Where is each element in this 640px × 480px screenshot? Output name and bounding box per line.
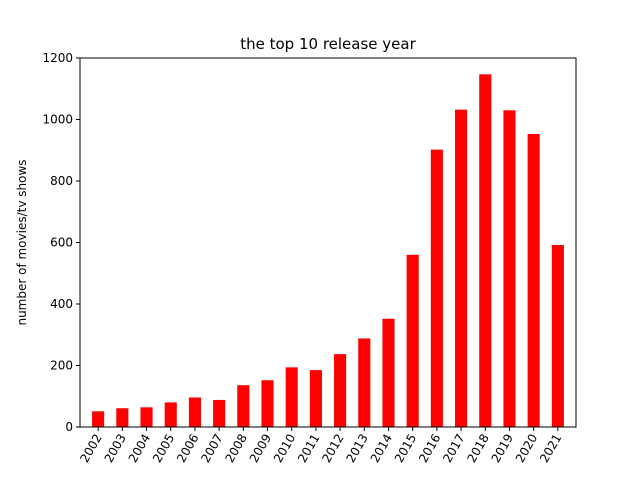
bar-2003: [116, 408, 129, 427]
x-tick-label: 2011: [295, 432, 322, 465]
x-tick-label: 2020: [513, 432, 540, 465]
plot-frame: [79, 57, 577, 428]
bar-2002: [92, 411, 105, 427]
x-tick-label: 2013: [343, 432, 370, 465]
bar-2013: [358, 338, 371, 427]
bar-2014: [382, 318, 395, 427]
x-tick-label: 2002: [77, 432, 104, 465]
bars-group: [92, 74, 564, 428]
x-tick-label: 2015: [392, 432, 419, 465]
x-axis-ticks: 2002200320042005200620072008200920102011…: [77, 427, 564, 465]
bar-2007: [213, 399, 226, 427]
bar-2016: [430, 149, 443, 427]
x-tick-label: 2007: [198, 432, 225, 465]
y-tick-label: 400: [50, 297, 73, 311]
y-tick-label: 800: [50, 174, 73, 188]
x-tick-label: 2005: [150, 432, 177, 465]
bar-2008: [237, 385, 250, 427]
bar-2004: [140, 407, 153, 427]
x-tick-label: 2010: [271, 432, 298, 465]
y-tick-label: 200: [50, 359, 73, 373]
bar-2010: [285, 367, 298, 427]
y-tick-label: 0: [65, 420, 73, 434]
x-tick-label: 2018: [464, 432, 491, 465]
bar-2006: [188, 397, 201, 427]
y-tick-label: 600: [50, 236, 73, 250]
bar-2018: [479, 74, 492, 428]
x-tick-label: 2021: [537, 432, 564, 465]
bar-2021: [551, 244, 564, 427]
bar-2005: [164, 402, 177, 427]
y-tick-label: 1000: [42, 113, 73, 127]
y-axis-ticks: 0 200 400 600 800 1000 1200: [42, 51, 80, 434]
bar-2019: [503, 110, 516, 427]
x-tick-label: 2004: [126, 432, 153, 465]
x-tick-label: 2014: [368, 432, 395, 465]
x-tick-label: 2008: [223, 432, 250, 465]
x-tick-label: 2019: [489, 432, 516, 465]
x-tick-label: 2012: [319, 432, 346, 465]
bar-2011: [309, 370, 322, 427]
x-tick-label: 2003: [102, 432, 129, 465]
bar-2020: [527, 133, 540, 427]
x-tick-label: 2017: [440, 432, 467, 465]
chart-title: the top 10 release year: [240, 35, 416, 53]
bar-2012: [334, 354, 347, 427]
bar-2017: [455, 109, 468, 427]
y-axis-label: number of movies/tv shows: [15, 159, 29, 325]
y-tick-label: 1200: [42, 51, 73, 65]
bar-2015: [406, 254, 419, 427]
x-tick-label: 2006: [174, 432, 201, 465]
x-tick-label: 2009: [247, 432, 274, 465]
bar-2009: [261, 380, 274, 427]
x-tick-label: 2016: [416, 432, 443, 465]
